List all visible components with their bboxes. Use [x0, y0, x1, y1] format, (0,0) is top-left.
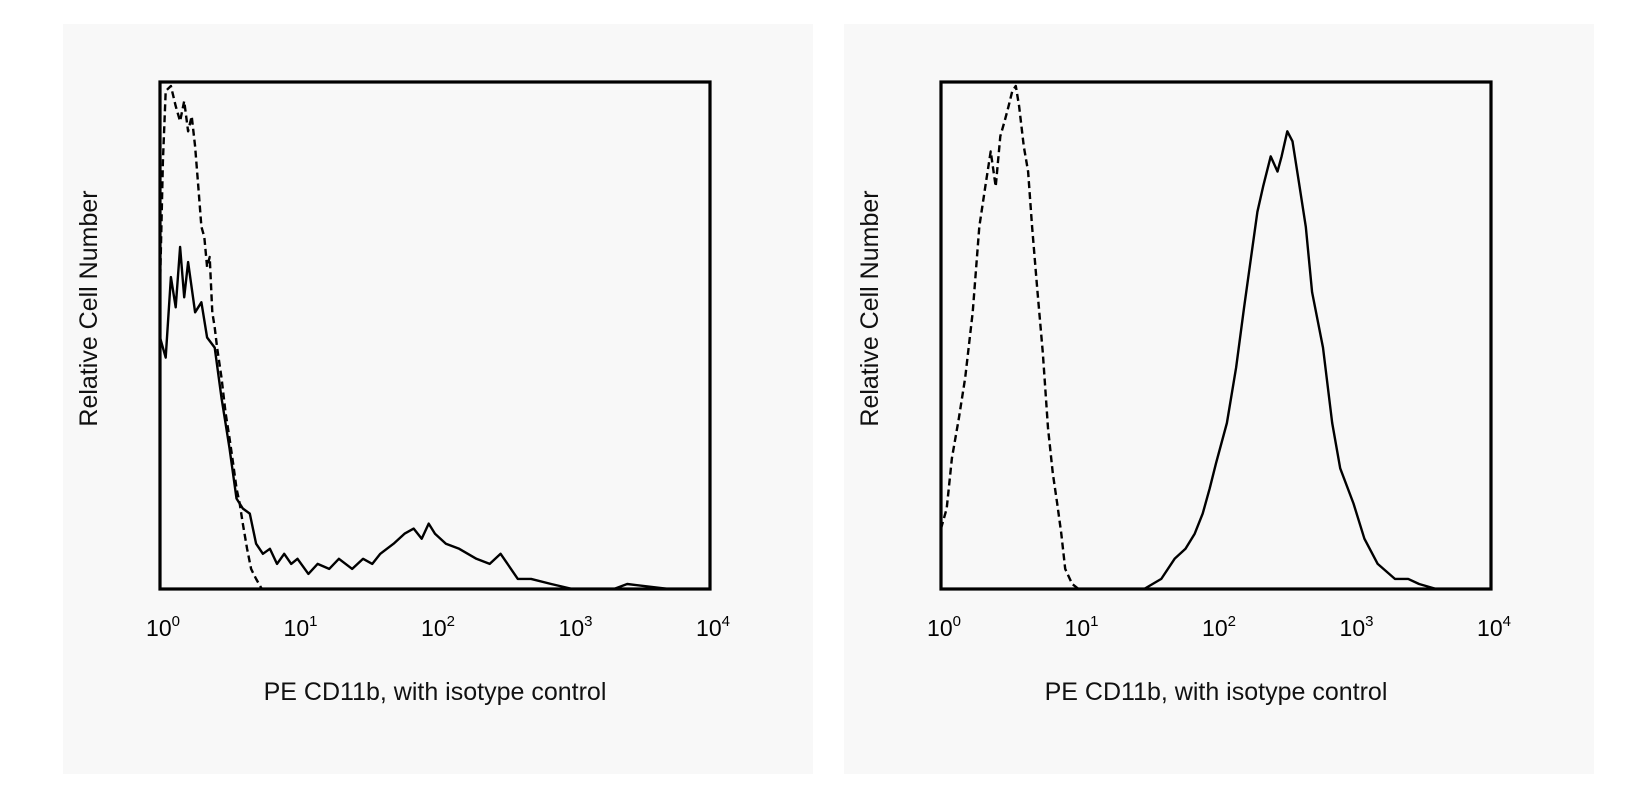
cd11b-histogram	[158, 245, 710, 591]
x-tick-exponent: 1	[309, 613, 317, 630]
x-tick-base: 10	[421, 615, 447, 641]
x-tick-label: 101	[1065, 613, 1099, 641]
x-axis-label: PE CD11b, with isotype control	[264, 678, 607, 706]
x-tick-exponent: 0	[953, 613, 961, 630]
isotype-control-histogram	[939, 84, 1491, 591]
x-tick-label: 104	[696, 613, 730, 641]
x-tick-exponent: 2	[447, 613, 455, 630]
x-tick-base: 10	[696, 615, 722, 641]
x-tick-label: 100	[146, 613, 180, 641]
x-tick-base: 10	[284, 615, 310, 641]
x-tick-label: 103	[559, 613, 593, 641]
chart-panel-left: 100 101 102 103 104 PE CD11b, with isotype co…	[63, 24, 813, 774]
x-tick-base: 10	[1065, 615, 1091, 641]
x-tick-base: 10	[927, 615, 953, 641]
x-tick-base: 10	[1202, 615, 1228, 641]
x-tick-exponent: 4	[1503, 613, 1511, 630]
x-axis-label: PE CD11b, with isotype control	[1045, 678, 1388, 706]
isotype-control-histogram	[158, 84, 710, 591]
x-tick-base: 10	[1340, 615, 1366, 641]
y-axis-label: Relative Cell Number	[856, 190, 884, 426]
x-tick-exponent: 3	[584, 613, 592, 630]
chart-panel-right: 100 101 102 103 104 PE CD11b, with isotype co…	[844, 24, 1594, 774]
x-tick-exponent: 4	[722, 613, 730, 630]
x-tick-label: 102	[1202, 613, 1236, 641]
x-tick-label: 101	[284, 613, 318, 641]
x-tick-base: 10	[146, 615, 172, 641]
cd11b-histogram	[941, 130, 1491, 591]
x-tick-exponent: 0	[172, 613, 180, 630]
x-tick-exponent: 1	[1090, 613, 1098, 630]
x-tick-exponent: 2	[1228, 613, 1236, 630]
x-tick-label: 104	[1477, 613, 1511, 641]
x-tick-label: 103	[1340, 613, 1374, 641]
x-tick-base: 10	[1477, 615, 1503, 641]
x-tick-base: 10	[559, 615, 585, 641]
plot-frame	[939, 80, 1493, 591]
y-axis-label: Relative Cell Number	[75, 190, 103, 426]
x-tick-label: 100	[927, 613, 961, 641]
x-tick-exponent: 3	[1365, 613, 1373, 630]
plot-frame	[158, 80, 712, 591]
x-tick-label: 102	[421, 613, 455, 641]
